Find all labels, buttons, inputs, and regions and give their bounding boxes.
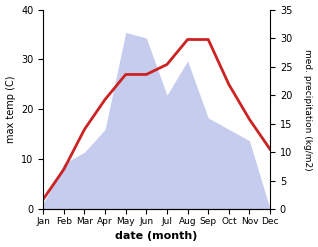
Y-axis label: max temp (C): max temp (C) [5, 76, 16, 143]
Y-axis label: med. precipitation (kg/m2): med. precipitation (kg/m2) [303, 49, 313, 170]
X-axis label: date (month): date (month) [115, 231, 198, 242]
